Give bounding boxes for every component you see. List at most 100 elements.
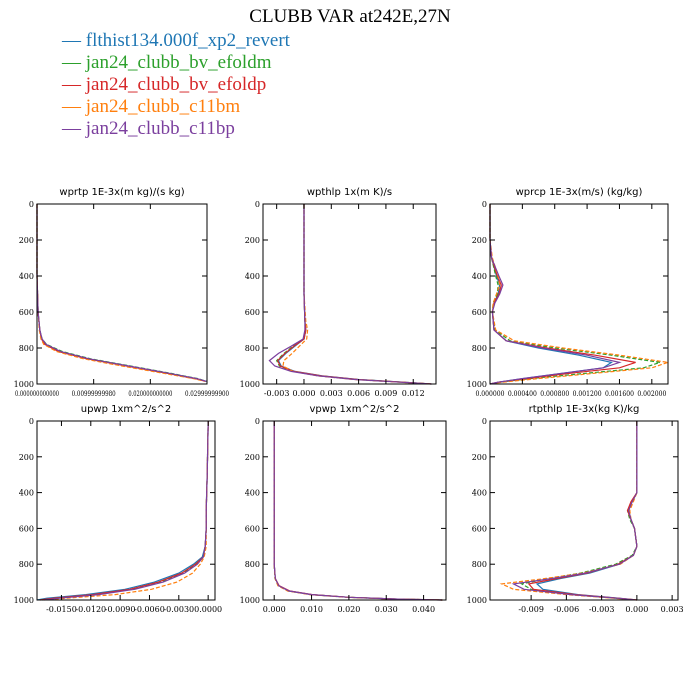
- x-tick-label: 0.012: [402, 389, 425, 398]
- x-tick-label: 0.02999999900: [185, 390, 229, 398]
- axes-frame: [489, 420, 679, 601]
- series-line: [273, 421, 443, 601]
- panel: wprcp 1E-3x(m/s) (kg/kg) 0 200 400 600 800 100…: [467, 187, 669, 398]
- legend-entry: — jan24_clubb_c11bp: [62, 118, 235, 139]
- x-tick-label: 0.002000: [637, 390, 666, 398]
- x-tick-label: 0.006: [347, 389, 370, 398]
- series-line: [36, 204, 207, 382]
- x-tick-label: 0.0000: [194, 605, 222, 614]
- y-tick-label: 200: [19, 236, 34, 245]
- series-line: [275, 204, 432, 385]
- x-tick-label: -0.009: [518, 605, 544, 614]
- y-tick-label: 0: [29, 417, 34, 426]
- y-tick-label: 400: [245, 272, 260, 281]
- legend: — flthist134.000f_xp2_revert — jan24_clu…: [62, 30, 290, 140]
- legend-entry: — flthist134.000f_xp2_revert: [62, 30, 290, 51]
- y-tick-label: 400: [245, 489, 260, 498]
- panel-title: upwp 1xm^2/s^2: [81, 404, 171, 415]
- y-tick-label: 800: [19, 560, 34, 569]
- y-tick-label: 800: [245, 560, 260, 569]
- panel: rtpthlp 1E-3x(kg K)/kg 0 200 400 600 800 1000 -…: [467, 404, 684, 614]
- x-tick-label: 0.000: [625, 605, 648, 614]
- y-tick-label: 800: [19, 344, 34, 353]
- x-tick-label: -0.0030: [163, 605, 194, 614]
- y-tick-label: 600: [245, 308, 260, 317]
- y-tick-label: 600: [245, 524, 260, 533]
- series-line: [489, 204, 636, 385]
- y-tick-label: 800: [245, 344, 260, 353]
- y-tick-label: 400: [472, 489, 487, 498]
- y-tick-label: 400: [19, 272, 34, 281]
- x-tick-label: 0.001600: [605, 390, 634, 398]
- x-tick-label: 0.000400: [508, 390, 537, 398]
- series-line: [282, 204, 432, 385]
- series-line: [36, 204, 207, 382]
- series-line: [489, 204, 661, 385]
- series-line: [43, 420, 209, 601]
- panel-title: wpthlp 1x(m K)/s: [307, 187, 392, 198]
- y-tick-label: 600: [472, 308, 487, 317]
- y-tick-label: 1000: [467, 380, 487, 389]
- y-tick-label: 0: [482, 200, 487, 209]
- y-tick-label: 600: [19, 524, 34, 533]
- series-line: [36, 204, 207, 382]
- x-tick-label: 0.000000: [476, 390, 505, 398]
- x-tick-label: -0.0150: [46, 605, 77, 614]
- y-tick-label: 800: [472, 560, 487, 569]
- panel-title: vpwp 1xm^2/s^2: [309, 404, 399, 415]
- series-line: [273, 421, 443, 601]
- y-tick-label: 1000: [467, 596, 487, 605]
- axes-frame: [262, 420, 447, 601]
- y-tick-label: 0: [482, 417, 487, 426]
- axes-frame: [36, 420, 216, 601]
- x-tick-label: 0.001200: [573, 390, 602, 398]
- x-tick-label: 0.009: [374, 389, 397, 398]
- y-tick-label: 1000: [240, 596, 260, 605]
- y-tick-label: 1000: [240, 380, 260, 389]
- x-tick-label: 0.000800: [540, 390, 569, 398]
- y-tick-label: 400: [472, 272, 487, 281]
- x-tick-label: -0.006: [554, 605, 580, 614]
- y-tick-label: 200: [472, 453, 487, 462]
- series-line: [273, 421, 443, 601]
- series-line: [36, 204, 206, 382]
- x-tick-label: -0.0060: [134, 605, 165, 614]
- axes-frame: [489, 203, 669, 385]
- panel: upwp 1xm^2/s^2 0 200 400 600 800 1000 -0.0150 -0…: [14, 404, 223, 614]
- x-tick-label: 0.000: [293, 389, 316, 398]
- panel-title: wprcp 1E-3x(m/s) (kg/kg): [516, 187, 643, 198]
- y-tick-label: 200: [472, 236, 487, 245]
- series-line: [489, 204, 622, 385]
- figure-title: CLUBB VAR at242E,27N: [249, 6, 451, 27]
- series-line: [46, 420, 209, 601]
- y-tick-label: 200: [245, 453, 260, 462]
- series-line: [36, 204, 205, 382]
- x-tick-label: 0.003: [661, 605, 684, 614]
- series-line: [499, 421, 638, 601]
- legend-entry: — jan24_clubb_bv_efoldm: [62, 52, 272, 73]
- y-tick-label: 200: [245, 236, 260, 245]
- x-tick-label: 0.030: [375, 605, 398, 614]
- y-tick-label: 0: [255, 417, 260, 426]
- x-tick-label: 0.040: [412, 605, 435, 614]
- panel-title: rtpthlp 1E-3x(kg K)/kg: [529, 404, 640, 415]
- series-line: [489, 204, 669, 385]
- y-tick-label: 0: [29, 200, 34, 209]
- panel: wprtp 1E-3x(m kg)/(s kg) 0 200 400 600 800 100…: [14, 187, 229, 398]
- legend-entry: — jan24_clubb_bv_efoldp: [62, 74, 267, 95]
- series-line: [268, 204, 432, 385]
- legend-entry: — jan24_clubb_c11bm: [62, 96, 241, 117]
- x-tick-label: -0.003: [589, 605, 615, 614]
- x-tick-label: 0.003: [320, 389, 343, 398]
- y-tick-label: 1000: [14, 596, 34, 605]
- axes-frame: [262, 203, 437, 385]
- x-tick-label: 0.000000000000: [15, 390, 59, 398]
- x-tick-label: 0.010: [300, 605, 323, 614]
- series-line: [273, 421, 443, 601]
- y-tick-label: 200: [19, 453, 34, 462]
- y-tick-label: 400: [19, 489, 34, 498]
- y-tick-label: 600: [472, 524, 487, 533]
- series-line: [273, 421, 443, 601]
